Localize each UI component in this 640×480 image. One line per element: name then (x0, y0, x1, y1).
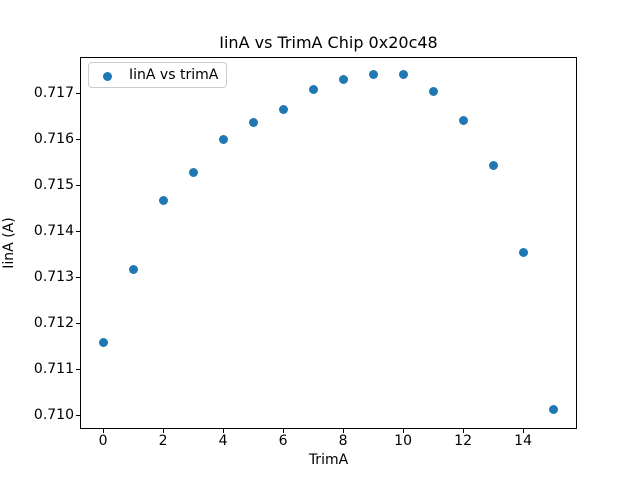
scatter-point (458, 116, 468, 126)
x-tick-label: 8 (338, 433, 348, 449)
y-tick-mark (76, 276, 80, 278)
x-tick-label: 0 (98, 433, 108, 449)
y-tick-mark (76, 322, 80, 324)
x-tick-label: 10 (394, 433, 412, 449)
scatter-point (158, 195, 168, 205)
x-tick-mark (462, 429, 464, 433)
legend-label: IinA vs trimA (129, 67, 219, 83)
scatter-point (308, 84, 318, 94)
y-tick-mark (76, 414, 80, 416)
scatter-point (98, 338, 108, 348)
scatter-point (188, 167, 198, 177)
x-tick-mark (522, 429, 524, 433)
scatter-point (428, 87, 438, 97)
x-tick-label: 4 (218, 433, 228, 449)
scatter-point (338, 74, 348, 84)
x-tick-label: 2 (158, 433, 168, 449)
y-tick-mark (76, 92, 80, 94)
y-tick-mark (76, 368, 80, 370)
scatter-point (548, 405, 558, 415)
y-tick-label: 0.714 (33, 223, 74, 240)
scatter-point (128, 265, 138, 275)
scatter-point (248, 117, 258, 127)
y-tick-label: 0.715 (33, 177, 74, 194)
x-axis-label: TrimA (308, 452, 349, 468)
x-tick-label: 6 (278, 433, 288, 449)
x-tick-label: 14 (514, 433, 532, 449)
y-tick-label: 0.713 (33, 269, 74, 286)
scatter-point (218, 134, 228, 144)
x-tick-mark (102, 429, 104, 433)
y-tick-mark (76, 230, 80, 232)
scatter-point (398, 70, 408, 80)
x-tick-mark (342, 429, 344, 433)
plot-area (80, 57, 577, 429)
x-tick-mark (282, 429, 284, 433)
y-tick-mark (76, 184, 80, 186)
scatter-point (278, 105, 288, 115)
x-tick-mark (222, 429, 224, 433)
legend: IinA vs trimA (88, 62, 227, 88)
y-tick-label: 0.710 (33, 407, 74, 424)
scatter-point (518, 247, 528, 257)
x-tick-mark (402, 429, 404, 433)
x-tick-mark (162, 429, 164, 433)
scatter-point (488, 161, 498, 171)
chart-title: IinA vs TrimA Chip 0x20c48 (219, 33, 438, 52)
y-tick-mark (76, 138, 80, 140)
scatter-point (368, 70, 378, 79)
x-tick-label: 12 (454, 433, 472, 449)
y-tick-label: 0.711 (33, 361, 74, 378)
y-tick-label: 0.716 (33, 131, 74, 148)
y-axis-label-text: IinA (A) (1, 217, 17, 269)
y-tick-label: 0.712 (33, 315, 74, 332)
legend-marker-icon (103, 71, 112, 81)
y-tick-label: 0.717 (33, 85, 74, 102)
